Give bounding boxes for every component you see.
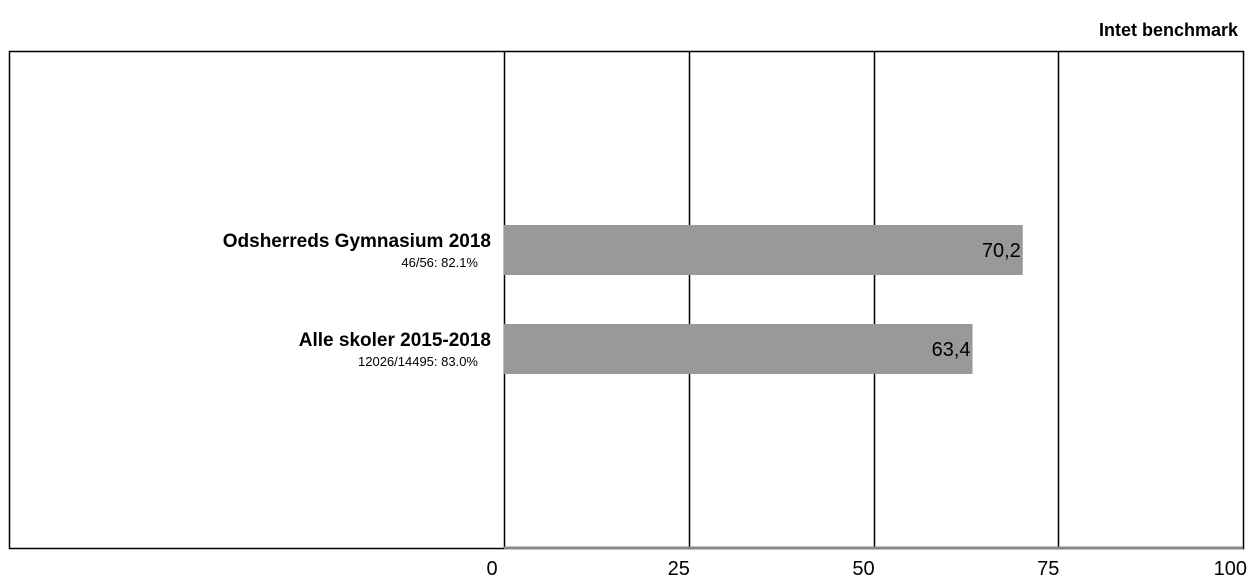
bar-1	[504, 324, 973, 374]
x-axis: 0 25 50 75 100	[486, 546, 1247, 578]
x-tick-label-0: 0	[486, 558, 497, 578]
x-tick-label-50: 50	[852, 558, 874, 578]
bars: 70,2 63,4	[504, 225, 1023, 374]
category-sublabel-0: 46/56: 82.1%	[401, 255, 478, 270]
x-tick-label-75: 75	[1037, 558, 1059, 578]
x-tick-label-25: 25	[668, 558, 690, 578]
category-label-1: Alle skoler 2015-2018	[299, 330, 491, 351]
bar-value-label-1: 63,4	[932, 339, 971, 361]
gridlines	[503, 51, 1060, 548]
bar-value-label-0: 70,2	[982, 240, 1021, 262]
bar-0	[504, 225, 1023, 275]
category-label-0: Odsherreds Gymnasium 2018	[223, 231, 491, 252]
category-sublabel-1: 12026/14495: 83.0%	[358, 354, 478, 369]
x-tick-label-100: 100	[1214, 558, 1247, 578]
benchmark-note: Intet benchmark	[1099, 20, 1239, 40]
category-labels: Odsherreds Gymnasium 2018 46/56: 82.1% All…	[223, 231, 491, 369]
